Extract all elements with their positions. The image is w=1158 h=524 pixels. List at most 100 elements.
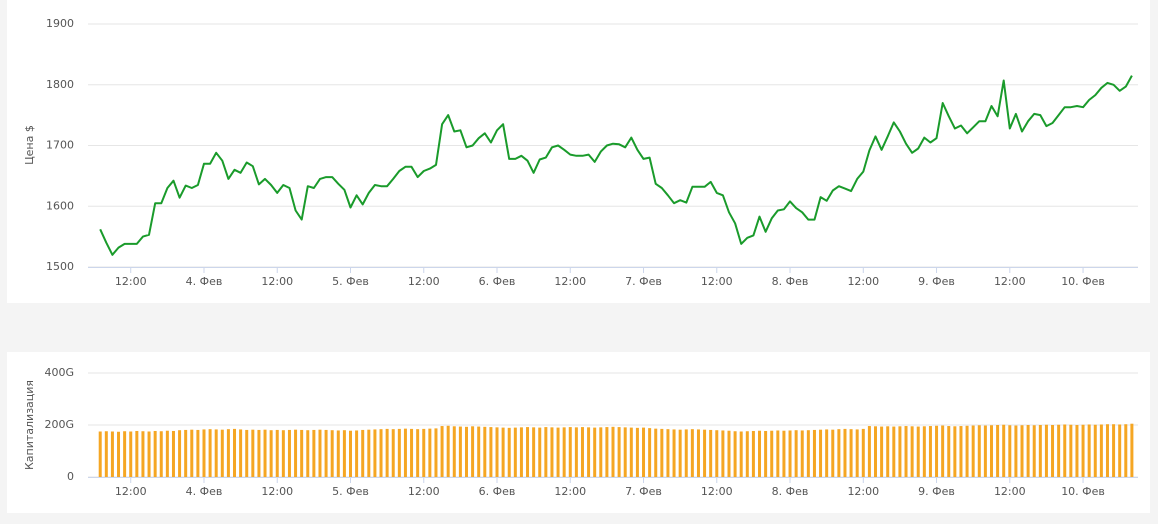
bar xyxy=(568,427,572,477)
bar xyxy=(532,427,536,477)
bar xyxy=(910,426,914,477)
bar xyxy=(593,427,597,477)
bar xyxy=(1057,424,1061,477)
bar xyxy=(715,430,719,477)
bar xyxy=(196,429,200,477)
bar xyxy=(544,427,548,477)
bar xyxy=(806,430,810,477)
y-tick-label: 400G xyxy=(44,366,74,379)
bar xyxy=(617,427,621,477)
bar xyxy=(477,426,481,477)
bar xyxy=(287,429,291,477)
bar xyxy=(1051,425,1055,477)
x-tick-label: 12:00 xyxy=(847,485,879,498)
bar xyxy=(178,430,182,477)
bar xyxy=(935,425,939,477)
bar xyxy=(1020,425,1024,477)
bar xyxy=(800,430,804,477)
bar xyxy=(110,431,114,477)
x-tick-label: 8. Фев xyxy=(772,275,809,288)
bar xyxy=(916,426,920,477)
bar xyxy=(141,431,145,477)
bar xyxy=(464,426,468,477)
bar xyxy=(989,425,993,477)
bar xyxy=(953,426,957,477)
bar xyxy=(471,426,475,477)
bar xyxy=(147,431,151,477)
bar xyxy=(855,429,859,477)
bar xyxy=(1130,423,1134,477)
bar xyxy=(446,425,450,477)
bar xyxy=(300,429,304,477)
bar xyxy=(489,427,493,477)
x-tick-label: 12:00 xyxy=(115,485,147,498)
x-tick-label: 6. Фев xyxy=(479,485,516,498)
bar xyxy=(1002,424,1006,477)
bar xyxy=(825,429,829,477)
x-tick-label: 9. Фев xyxy=(918,485,955,498)
bar xyxy=(129,431,133,477)
bar xyxy=(599,427,603,477)
x-tick-label: 9. Фев xyxy=(918,275,955,288)
bar xyxy=(165,430,169,477)
y-tick-label: 1600 xyxy=(46,199,74,212)
bar xyxy=(458,426,462,477)
bar xyxy=(104,431,108,477)
bar xyxy=(135,430,139,477)
bar xyxy=(501,427,505,477)
bar xyxy=(849,429,853,477)
bar xyxy=(281,430,285,477)
bar xyxy=(367,429,371,477)
bar xyxy=(153,430,157,477)
bar xyxy=(843,428,847,477)
bar xyxy=(385,428,389,477)
bar xyxy=(745,431,749,477)
x-tick-label: 12:00 xyxy=(701,485,733,498)
bar xyxy=(666,429,670,477)
bar xyxy=(538,427,542,477)
bar xyxy=(1044,424,1048,477)
bar xyxy=(1063,424,1067,477)
bar xyxy=(251,429,255,477)
bar xyxy=(1075,425,1079,477)
bar xyxy=(550,427,554,477)
bar xyxy=(739,431,743,477)
bar xyxy=(422,428,426,477)
bar xyxy=(1124,424,1128,477)
bar xyxy=(965,425,969,477)
bar xyxy=(1099,424,1103,477)
y-tick-label: 1800 xyxy=(46,78,74,91)
bar xyxy=(623,427,627,477)
bar xyxy=(1081,424,1085,477)
bar xyxy=(1069,424,1073,477)
x-tick-label: 12:00 xyxy=(115,275,147,288)
bar xyxy=(892,426,896,477)
x-tick-label: 4. Фев xyxy=(186,485,223,498)
bar xyxy=(703,429,707,477)
bar xyxy=(312,429,316,477)
bar xyxy=(788,430,792,477)
bar xyxy=(1087,424,1091,477)
x-tick-label: 12:00 xyxy=(554,485,586,498)
y-tick-label: 200G xyxy=(44,418,74,431)
bar xyxy=(898,426,902,477)
bar xyxy=(886,426,890,477)
bar xyxy=(721,430,725,477)
bar xyxy=(519,427,523,477)
y-tick-label: 1900 xyxy=(46,17,74,30)
bar xyxy=(977,425,981,477)
bar xyxy=(202,429,206,477)
bar xyxy=(233,428,237,477)
bar xyxy=(361,429,365,477)
bar xyxy=(971,425,975,477)
x-tick-label: 4. Фев xyxy=(186,275,223,288)
bar xyxy=(1032,425,1036,477)
bar xyxy=(654,428,658,477)
bar xyxy=(867,426,871,477)
x-tick-label: 12:00 xyxy=(554,275,586,288)
bar xyxy=(239,429,243,477)
bar xyxy=(159,431,163,477)
bar xyxy=(245,429,249,477)
bar xyxy=(507,427,511,477)
